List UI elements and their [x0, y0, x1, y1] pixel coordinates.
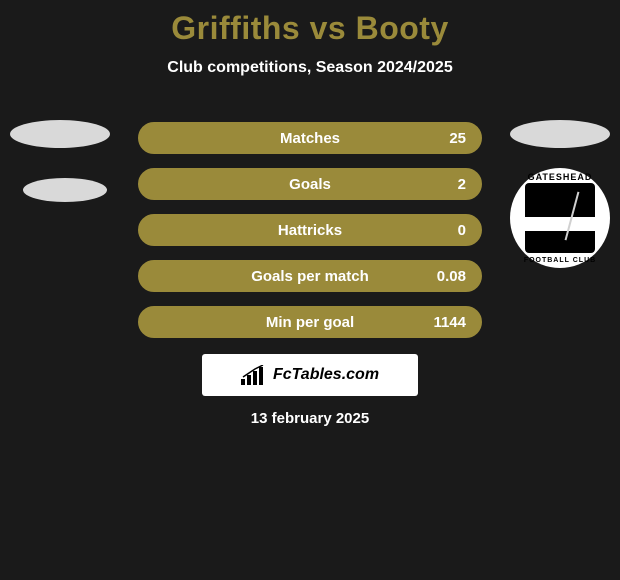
- stat-bar-goals-per-match: Goals per match 0.08: [138, 260, 482, 292]
- stat-label: Goals per match: [251, 268, 369, 285]
- footer-brand-text: FcTables.com: [273, 366, 379, 384]
- bar-chart-icon: [241, 365, 267, 385]
- player-left-placeholder-2: [23, 178, 107, 202]
- stat-bar-goals: Goals 2: [138, 168, 482, 200]
- club-badge-graphic: [525, 183, 595, 253]
- right-player-column: GATESHEAD FOOTBALL CLUB: [510, 120, 610, 268]
- stats-area: Matches 25 Goals 2 Hattricks 0 Goals per…: [138, 122, 482, 338]
- club-badge-bottom-text: FOOTBALL CLUB: [510, 257, 610, 264]
- player-right-placeholder-1: [510, 120, 610, 148]
- stat-value-right: 1144: [433, 314, 466, 331]
- stat-bar-min-per-goal: Min per goal 1144: [138, 306, 482, 338]
- footer-logo: FcTables.com: [202, 354, 418, 396]
- player-left-placeholder-1: [10, 120, 110, 148]
- club-badge-top-text: GATESHEAD: [510, 172, 610, 182]
- left-player-column: [10, 120, 110, 202]
- stat-label: Matches: [280, 130, 340, 147]
- stat-value-right: 0.08: [437, 268, 466, 285]
- stat-label: Min per goal: [266, 314, 354, 331]
- stat-value-right: 0: [458, 222, 466, 239]
- page-title: Griffiths vs Booty: [0, 0, 620, 47]
- subtitle: Club competitions, Season 2024/2025: [0, 59, 620, 77]
- stat-label: Hattricks: [278, 222, 342, 239]
- date-text: 13 february 2025: [0, 410, 620, 427]
- club-badge-right: GATESHEAD FOOTBALL CLUB: [510, 168, 610, 268]
- stat-bar-hattricks: Hattricks 0: [138, 214, 482, 246]
- stat-value-right: 25: [449, 130, 466, 147]
- stat-label: Goals: [289, 176, 331, 193]
- stat-bar-matches: Matches 25: [138, 122, 482, 154]
- stat-value-right: 2: [458, 176, 466, 193]
